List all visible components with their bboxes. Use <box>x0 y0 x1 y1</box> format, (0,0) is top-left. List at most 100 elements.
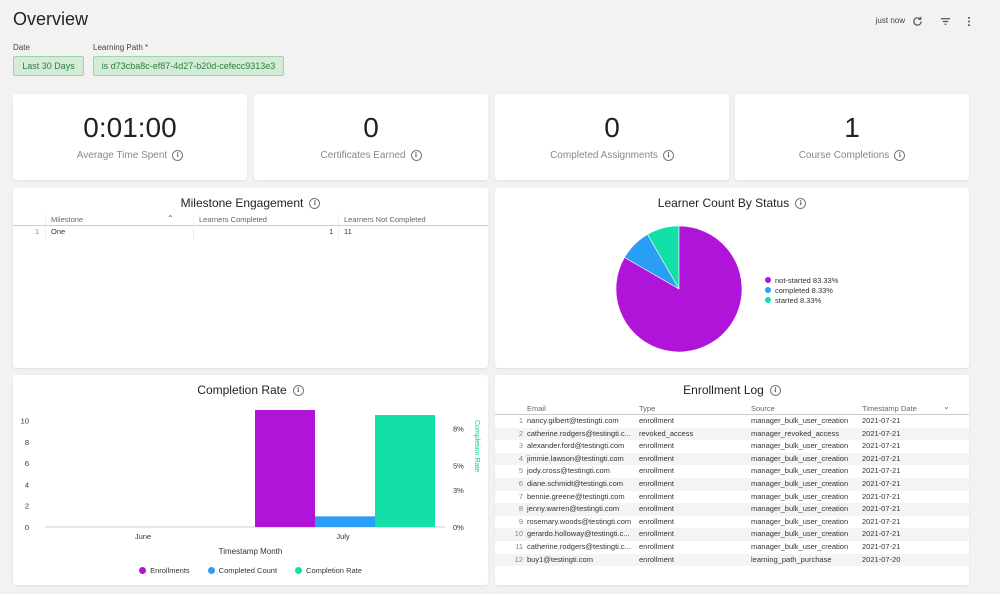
row-index: 12 <box>514 554 523 564</box>
kpi-label-text: Course Completions <box>798 150 890 161</box>
kpi-value: 1 <box>844 112 860 143</box>
column-header[interactable]: Milestone <box>51 215 84 224</box>
kpi-label-text: Average Time Spent <box>76 150 168 161</box>
table-row[interactable]: 2 catherine.rodgers@testingti.c... revoked… <box>495 427 969 441</box>
row-index: 9 <box>518 516 523 526</box>
info-icon[interactable]: i <box>410 150 422 161</box>
x-axis-label: Timestamp Month <box>218 547 283 556</box>
source-cell: learning_path_purchase <box>751 554 832 564</box>
column-header[interactable]: Email <box>527 404 546 413</box>
type-cell: enrollment <box>639 466 675 476</box>
row-index: 1 <box>518 416 523 425</box>
legend-item[interactable]: completed 8.33% <box>765 285 838 295</box>
info-icon[interactable]: i <box>769 384 781 396</box>
column-header[interactable]: Timestamp Date <box>862 404 917 413</box>
card-title-text: Milestone Engagement <box>180 196 304 210</box>
legend-item[interactable]: started 8.33% <box>765 295 838 305</box>
table-row[interactable]: 3 alexander.ford@testingti.com enrollment m… <box>495 440 969 453</box>
column-header[interactable]: Source <box>751 404 775 413</box>
kpi-card-average-time: 0:01:00 Average Time Spent i <box>13 94 247 180</box>
kpi-label: Completed Assignments i <box>495 150 729 161</box>
info-icon[interactable]: i <box>662 150 674 161</box>
legend-item[interactable]: not-started 83.33% <box>765 275 838 285</box>
card-title: Enrollment Log i <box>495 383 969 397</box>
email-cell: jody.cross@testingti.com <box>527 466 610 476</box>
row-index: 5 <box>518 466 523 476</box>
card-title: Learner Count By Status i <box>495 196 969 210</box>
row-index: 8 <box>518 504 523 514</box>
info-icon[interactable]: i <box>894 150 906 161</box>
date-cell: 2021-07-20 <box>862 554 901 564</box>
legend-item[interactable]: Completion Rate <box>295 565 362 575</box>
chevron-down-icon[interactable]: ⌄ <box>943 402 950 411</box>
email-cell: jenny.warren@testingti.com <box>527 504 620 514</box>
email-cell: nancy.gilbert@testingti.com <box>527 416 619 425</box>
kpi-value: 0 <box>363 112 379 143</box>
filter-icon[interactable] <box>938 14 952 28</box>
legend-swatch <box>207 566 215 574</box>
date-cell: 2021-07-21 <box>862 504 901 514</box>
legend-item[interactable]: Enrollments <box>139 565 190 575</box>
email-cell: catherine.rodgers@testingti.c... <box>527 542 631 551</box>
header-actions: just now <box>800 14 1000 30</box>
y-tick-label: 0 <box>25 523 29 532</box>
right-axis-label-wrap: Completion Rate <box>473 420 483 510</box>
pie-slice-not-started <box>615 225 743 353</box>
column-header[interactable]: Learners Not Completed <box>344 215 426 224</box>
type-cell: enrollment <box>639 416 675 425</box>
column-header[interactable]: Type <box>639 404 656 413</box>
legend-label: Completed Count <box>218 565 278 575</box>
info-icon[interactable]: i <box>292 384 304 396</box>
type-cell: enrollment <box>639 542 675 551</box>
table-row[interactable]: 9 rosemary.woods@testingti.com enrollment m… <box>495 516 969 529</box>
kpi-card-certificates: 0 Certificates Earned i <box>254 94 488 180</box>
table-row[interactable]: 4 jimmie.lawson@testingti.com enrollment ma… <box>495 452 969 466</box>
table-header: Milestone ⌃ Learners Completed Learners … <box>13 214 488 240</box>
email-cell: bennie.greene@testingti.com <box>527 491 625 501</box>
column-divider <box>45 214 46 240</box>
row-index: 6 <box>518 479 523 488</box>
column-divider <box>338 214 339 240</box>
table-row[interactable]: 11 catherine.rodgers@testingti.c... enroll… <box>495 541 969 554</box>
table-header: Email Type Source Timestamp Date ⌄ <box>495 402 969 415</box>
table-row[interactable]: 12 buy1@testingti.com enrollment learning_p… <box>495 553 969 567</box>
table-row[interactable]: 7 bennie.greene@testingti.com enrollment ma… <box>495 491 969 504</box>
type-cell: enrollment <box>639 516 675 526</box>
sort-ascending-icon[interactable]: ⌃ <box>167 214 174 223</box>
table-row[interactable]: 8 jenny.warren@testingti.com enrollment man… <box>495 503 969 516</box>
completion-rate-card: Completion Rate i 0 2 4 6 8 10 0% 3% 5% 8% June July… <box>13 375 488 585</box>
info-icon[interactable]: i <box>172 150 184 161</box>
type-cell: enrollment <box>639 453 675 463</box>
email-cell: catherine.rodgers@testingti.c... <box>527 428 631 438</box>
table-row[interactable]: 5 jody.cross@testingti.com enrollment manag… <box>495 465 969 478</box>
info-icon[interactable]: i <box>795 197 807 209</box>
legend-swatch <box>765 297 771 303</box>
pie-legend: not-started 83.33% completed 8.33% start… <box>765 275 838 305</box>
kpi-label: Course Completions i <box>735 150 969 161</box>
refresh-icon[interactable] <box>910 14 924 28</box>
date-filter-button[interactable]: Last 30 Days <box>13 56 84 76</box>
card-title-text: Enrollment Log <box>683 383 764 397</box>
table-row[interactable]: 1 One 1 11 <box>13 227 488 239</box>
info-icon[interactable]: i <box>309 197 321 209</box>
table-row[interactable]: 6 diane.schmidt@testingti.com enrollment ma… <box>495 478 969 491</box>
date-cell: 2021-07-21 <box>862 416 901 425</box>
legend-label: Completion Rate <box>306 565 362 575</box>
kpi-card-course-completions: 1 Course Completions i <box>735 94 969 180</box>
date-cell: 2021-07-21 <box>862 542 901 551</box>
email-cell: buy1@testingti.com <box>527 554 593 564</box>
enrollment-log-card: Enrollment Log i Email Type Source Timest… <box>495 375 969 585</box>
table-row[interactable]: 1 nancy.gilbert@testingti.com enrollment ma… <box>495 415 969 428</box>
more-vertical-icon[interactable] <box>962 14 976 28</box>
milestone-table: Milestone ⌃ Learners Completed Learners … <box>13 214 488 242</box>
type-cell: enrollment <box>639 441 675 451</box>
x-tick-label: June <box>135 532 151 541</box>
completion-rate-bar-chart: 0 2 4 6 8 10 0% 3% 5% 8% June July <box>21 410 464 541</box>
legend-swatch <box>139 566 147 574</box>
legend-item[interactable]: Completed Count <box>207 565 278 575</box>
right-axis-label: Completion Rate <box>473 420 480 473</box>
column-header[interactable]: Learners Completed <box>199 215 267 224</box>
table-row[interactable]: 10 gerardo.holloway@testingti.c... enrollm… <box>495 528 969 541</box>
legend-swatch <box>765 277 771 283</box>
learning-path-filter-button[interactable]: is d73cba8c-ef87-4d27-b20d-cefecc9313e3 <box>93 56 284 76</box>
